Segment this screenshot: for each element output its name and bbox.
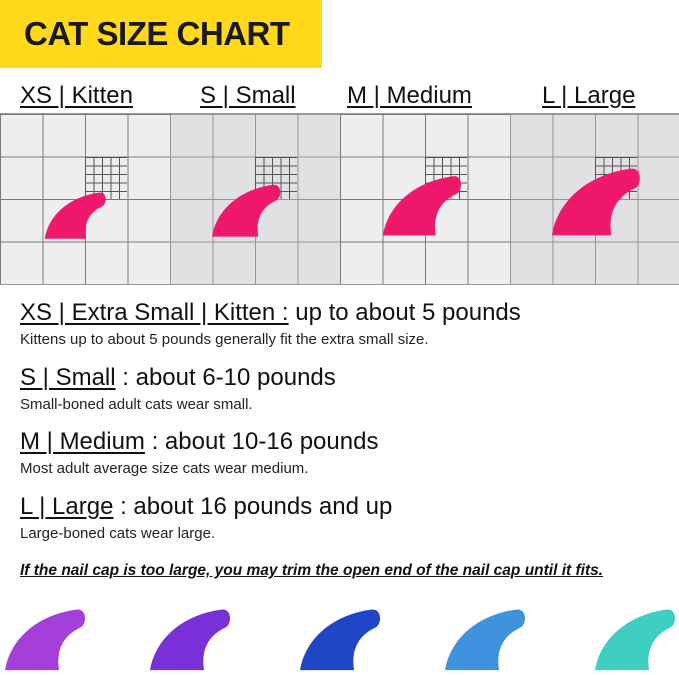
chart-title: CAT SIZE CHART [24, 15, 290, 52]
nail-cap-swatch [445, 609, 526, 671]
size-heading-m: M | Medium : about 10-16 pounds [20, 428, 379, 455]
size-heading-s: S | Small : about 6-10 pounds [20, 364, 336, 391]
trim-note: If the nail cap is too large, you may tr… [20, 562, 604, 579]
size-desc-s: Small-boned adult cats wear small. [20, 396, 253, 413]
size-desc-xs: Kittens up to about 5 pounds generally f… [20, 331, 429, 348]
title-banner: CAT SIZE CHART [0, 0, 322, 68]
size-label-l: L | Large [542, 82, 636, 109]
nail-cap-swatch [595, 609, 676, 671]
size-heading-l: L | Large : about 16 pounds and up [20, 493, 393, 520]
size-heading-xs: XS | Extra Small | Kitten : up to about … [20, 299, 521, 326]
size-label-s: S | Small [200, 82, 296, 109]
nail-cap-swatch [5, 609, 86, 671]
size-desc-l: Large-boned cats wear large. [20, 525, 216, 542]
nail-cap-swatch [150, 609, 231, 671]
fine-grid [85, 157, 127, 199]
size-label-m: M | Medium [347, 82, 472, 109]
nail-cap-xs [44, 192, 106, 239]
nail-cap-swatch [300, 609, 381, 671]
nail-cap-m [383, 176, 462, 236]
nail-cap-l [552, 168, 640, 236]
size-desc-m: Most adult average size cats wear medium… [20, 460, 309, 477]
nail-cap-s [212, 184, 281, 237]
size-label-xs: XS | Kitten [20, 82, 133, 109]
